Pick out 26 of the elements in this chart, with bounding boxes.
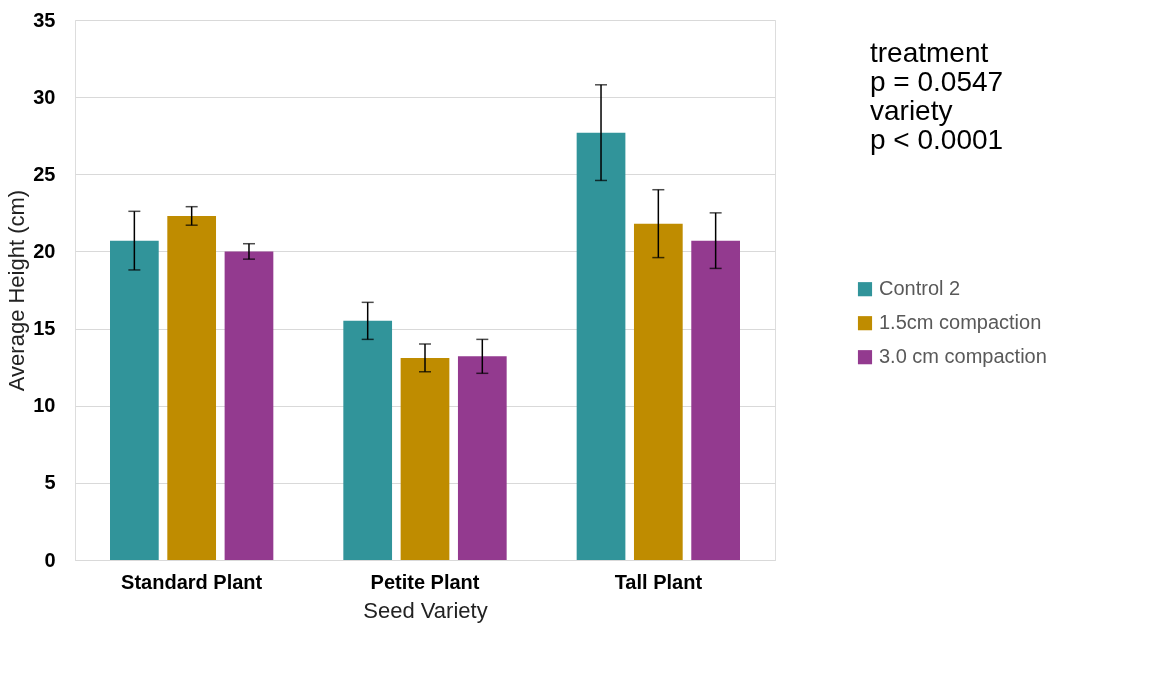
- y-axis-title: Average Height (cm): [4, 189, 30, 392]
- legend-label: Control 2: [879, 277, 961, 300]
- bar: [110, 240, 159, 560]
- bar: [400, 357, 450, 560]
- x-tick-label: Petite Plant: [370, 570, 480, 593]
- bar: [633, 223, 683, 560]
- bar: [167, 215, 217, 560]
- y-tick-label: 35: [33, 8, 56, 31]
- legend-label: 3.0 cm compaction: [879, 345, 1047, 368]
- bar: [343, 320, 393, 560]
- y-tick-label: 25: [33, 162, 56, 185]
- y-tick-label: 0: [44, 548, 56, 571]
- y-tick-label: 20: [33, 239, 56, 262]
- y-tick-label: 10: [33, 394, 56, 417]
- x-axis-title: Seed Variety: [363, 597, 488, 623]
- y-tick-label: 5: [44, 471, 56, 494]
- y-tick-label: 30: [33, 85, 56, 108]
- x-tick-label: Standard Plant: [121, 570, 263, 593]
- y-tick-label: 15: [33, 317, 56, 340]
- bar: [224, 251, 274, 560]
- bar: [691, 240, 740, 560]
- bar: [576, 132, 626, 560]
- legend-label: 1.5cm compaction: [879, 311, 1042, 334]
- text: treatment p = 0.0547 variety p < 0.0001: [870, 37, 1004, 155]
- bar: [457, 356, 507, 560]
- x-tick-label: Tall Plant: [614, 570, 703, 593]
